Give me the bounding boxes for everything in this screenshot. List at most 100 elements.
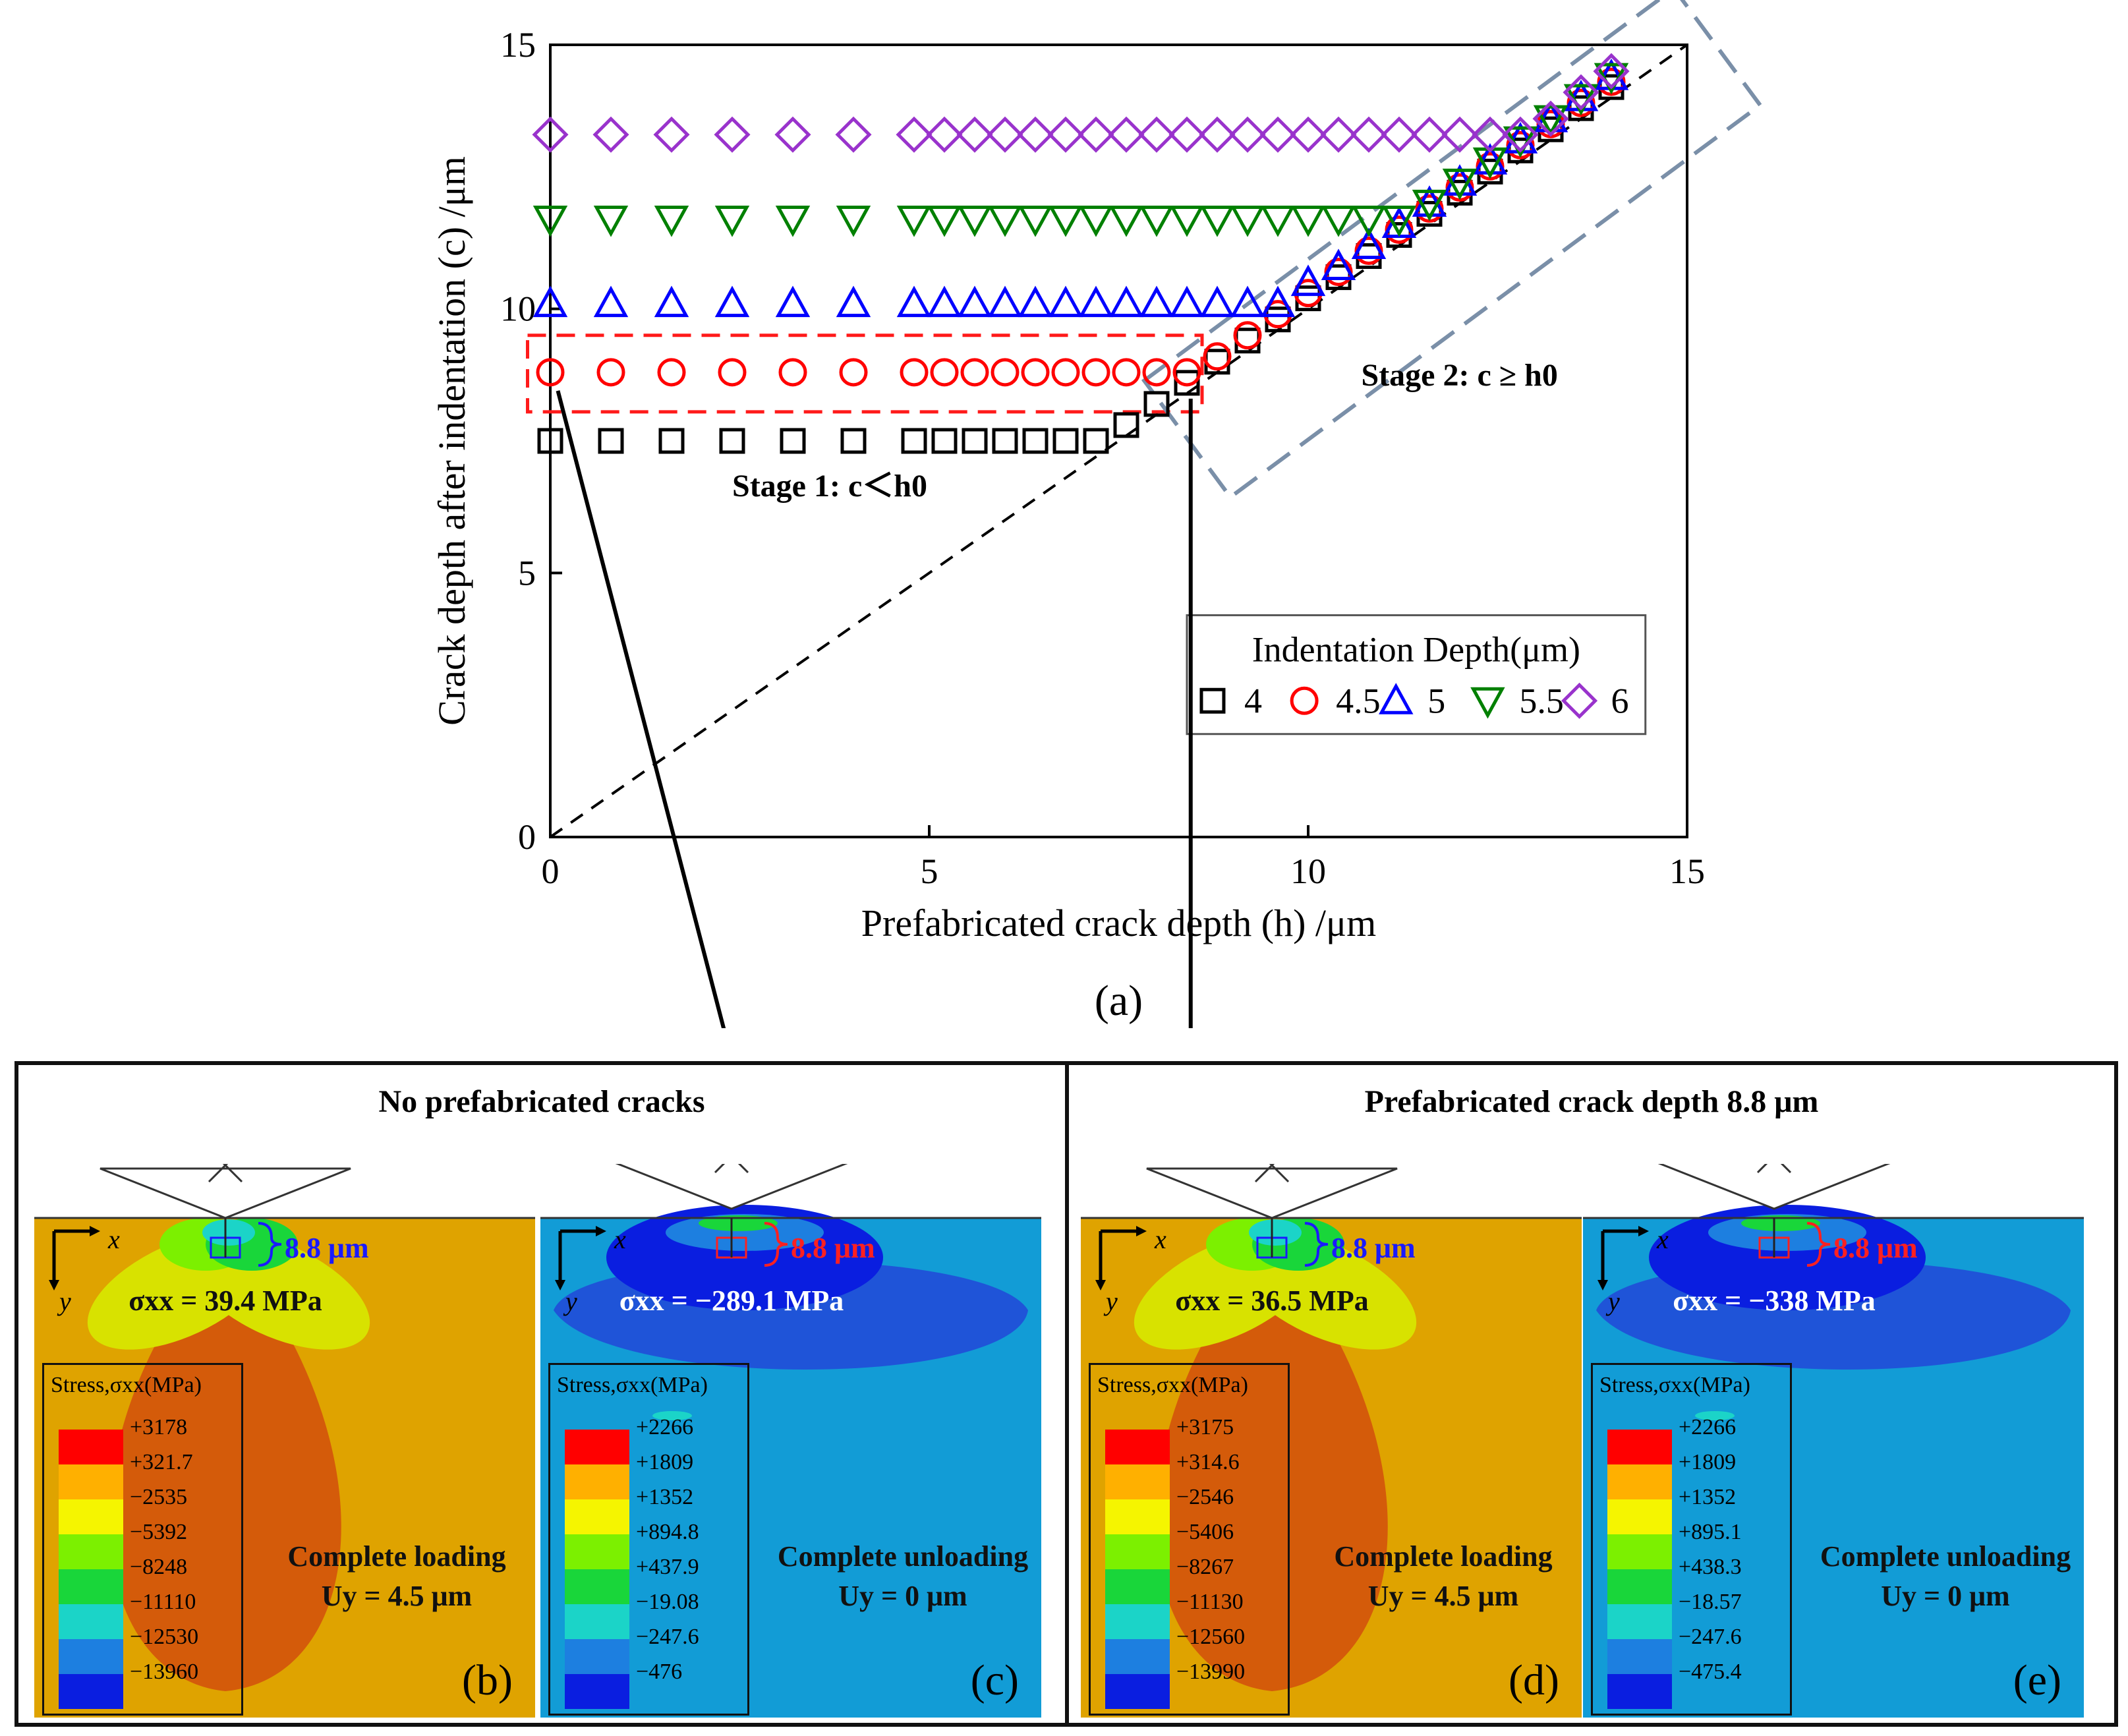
data-point-6 [1168, 116, 1205, 153]
data-point-4-5 [778, 358, 807, 387]
data-point-5-5 [1108, 205, 1144, 237]
legend-swatch [1105, 1604, 1170, 1639]
data-point-4-5 [1112, 358, 1141, 387]
legend-level: −13990 [1176, 1660, 1246, 1684]
tensile-lobe [1155, 1258, 1388, 1691]
y-tick-label: 0 [518, 817, 536, 857]
uy-label: Uy = 0 μm [838, 1580, 967, 1612]
legend-marker [1379, 683, 1414, 714]
y-axis-arrow-icon [555, 1280, 565, 1290]
legend-swatch [1607, 1499, 1672, 1534]
data-point-4 [1083, 428, 1109, 454]
legend-swatch [59, 1430, 123, 1464]
legend-marker [1290, 686, 1319, 715]
crack-depth-label: 8.8 μm [1331, 1232, 1416, 1264]
simulation-e: x y 8.8 μm σxx = −338 MPa Complete unloading… [1583, 1164, 2084, 1718]
data-point-5 [1260, 285, 1296, 318]
y-axis-arrow-icon [1095, 1280, 1106, 1290]
legend-level: −13960 [130, 1660, 199, 1684]
legend-swatch [59, 1569, 123, 1604]
data-point-4 [1174, 370, 1200, 396]
legend-swatch [1607, 1604, 1672, 1639]
legend-swatch [1607, 1464, 1672, 1499]
legend-swatch [1105, 1674, 1170, 1709]
data-point-5-5 [1533, 105, 1568, 137]
data-point-6 [1138, 116, 1175, 153]
legend-title: Stress,σxx(MPa) [557, 1373, 708, 1397]
indenter-cross [714, 1164, 749, 1174]
data-point-5-5 [775, 205, 811, 237]
plot-frame [549, 43, 1688, 838]
data-point-6 [956, 116, 993, 153]
data-point-4-5 [1203, 342, 1232, 371]
legend-swatch [1607, 1430, 1672, 1464]
indenter [615, 1164, 848, 1210]
legend-entry-label: 5 [1427, 681, 1445, 720]
legend-marker [1561, 682, 1598, 719]
legend-level: +437.9 [636, 1555, 699, 1579]
legend-swatch [565, 1499, 629, 1534]
legend-level: −475.4 [1679, 1660, 1742, 1684]
data-point-4 [1052, 428, 1079, 454]
residual-spot [652, 1411, 692, 1420]
simulation-b: x y 8.8 μm σxx = 39.4 MPa Complete loading Uy… [34, 1164, 535, 1718]
subpanel-label: (e) [2013, 1656, 2061, 1704]
data-point-5 [1018, 285, 1053, 318]
x-tick-label: 0 [542, 852, 560, 891]
data-point-4 [1113, 412, 1139, 438]
stage2-region-group [1141, 0, 1764, 500]
data-point-4-5 [930, 358, 959, 387]
x-axis-glyph: x [1656, 1225, 1669, 1254]
state-label: Complete loading [287, 1540, 506, 1573]
state-label: Complete unloading [777, 1540, 1029, 1573]
data-point-5-5 [836, 205, 871, 237]
y-axis-glyph: y [563, 1287, 577, 1316]
data-point-6 [1441, 116, 1478, 153]
data-point-5-5 [532, 205, 568, 237]
data-point-6 [714, 116, 751, 153]
legend-level: −247.6 [1679, 1625, 1742, 1649]
data-point-5 [1169, 285, 1205, 318]
data-point-6 [1259, 116, 1296, 153]
state-label: Complete unloading [1820, 1540, 2071, 1573]
data-point-6 [1047, 116, 1084, 153]
legend-box [1186, 614, 1647, 736]
data-point-5-5 [714, 205, 750, 237]
data-point-6 [1350, 116, 1387, 153]
data-point-4-5 [536, 358, 565, 387]
data-point-4-5 [1021, 358, 1050, 387]
x-axis-arrow-icon [596, 1226, 606, 1236]
legend-swatch [1607, 1569, 1672, 1604]
legend-level: +1809 [636, 1450, 694, 1474]
x-axis-arrow-icon [1136, 1226, 1147, 1236]
data-point-5 [714, 285, 750, 318]
crack-brace [764, 1222, 788, 1267]
x-tick-label: 15 [1669, 852, 1705, 891]
data-point-5-5 [957, 205, 992, 237]
legend-level: +314.6 [1176, 1450, 1240, 1474]
data-point-4 [992, 428, 1018, 454]
axes-icon [1601, 1229, 1642, 1284]
legend-swatch [1607, 1639, 1672, 1674]
x-axis-glyph: x [614, 1225, 626, 1254]
data-point-6 [1532, 100, 1569, 137]
data-point-5 [927, 285, 962, 318]
data-point-6 [1078, 116, 1114, 153]
data-point-4-5 [1172, 358, 1201, 387]
legend-entry-label: 4.5 [1336, 681, 1381, 720]
legend-level: −2535 [130, 1485, 188, 1509]
data-point-6 [1199, 116, 1236, 153]
indenter-cross [208, 1164, 243, 1183]
data-point-5-5 [987, 205, 1023, 237]
data-point-5 [1199, 285, 1235, 318]
data-point-5 [1048, 285, 1083, 318]
legend-level: −247.6 [636, 1625, 699, 1649]
data-point-4-5 [657, 358, 686, 387]
legend-swatch [565, 1430, 629, 1464]
legend-marker [1199, 687, 1226, 714]
subpanel-label: (d) [1509, 1656, 1559, 1704]
panel-prefab-8-8: Prefabricated crack depth 8.8 μm x y 8.8 μ… [1065, 1061, 2118, 1727]
crack-depth-label: 8.8 μm [1833, 1232, 1918, 1264]
data-point-6 [1290, 116, 1327, 153]
data-point-5 [836, 285, 871, 318]
